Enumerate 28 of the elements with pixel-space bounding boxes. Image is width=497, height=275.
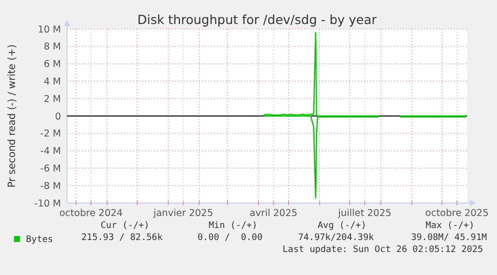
text: 0.00 / 0.00: [197, 233, 263, 243]
x-tick-label: avril 2025: [250, 208, 298, 219]
y-tick-label: 4 M: [44, 76, 61, 88]
y-tick-label: -10 M: [34, 198, 61, 210]
x-tick-label: janvier 2025: [152, 208, 214, 219]
y-tick-label: -2 M: [40, 128, 61, 140]
legend-label: Bytes: [26, 235, 54, 245]
y-tick-label: 6 M: [44, 59, 61, 70]
text: Min (-/+): [208, 221, 258, 231]
text: Last update: Sun Oct 26 02:05:12 2025: [282, 245, 483, 255]
text: 215.93 / 82.56k: [81, 233, 164, 243]
text: 74.97k/204.39k: [298, 233, 375, 243]
y-axis-title: Pr second read (-) / write (+): [7, 44, 18, 188]
y-tick-label: 2 M: [44, 94, 61, 105]
x-tick-label: juillet 2025: [337, 208, 392, 219]
y-tick-label: -4 M: [40, 146, 61, 158]
text: 39.08M/ 45.91M: [411, 233, 488, 243]
chart-title: Disk throughput for /dev/sdg - by year: [137, 12, 378, 27]
text: Cur (-/+): [100, 221, 150, 231]
text: Avg (-/+): [318, 221, 366, 231]
text: Max (-/+): [426, 221, 474, 231]
y-tick-label: 10 M: [38, 24, 61, 36]
y-tick-label: 8 M: [44, 42, 61, 53]
y-tick-label: -6 M: [40, 164, 61, 175]
y-tick-label: -8 M: [40, 180, 61, 192]
y-tick-label: 0: [54, 111, 61, 122]
x-tick-label: octobre 2025: [425, 208, 489, 219]
x-tick-label: octobre 2024: [59, 208, 123, 219]
